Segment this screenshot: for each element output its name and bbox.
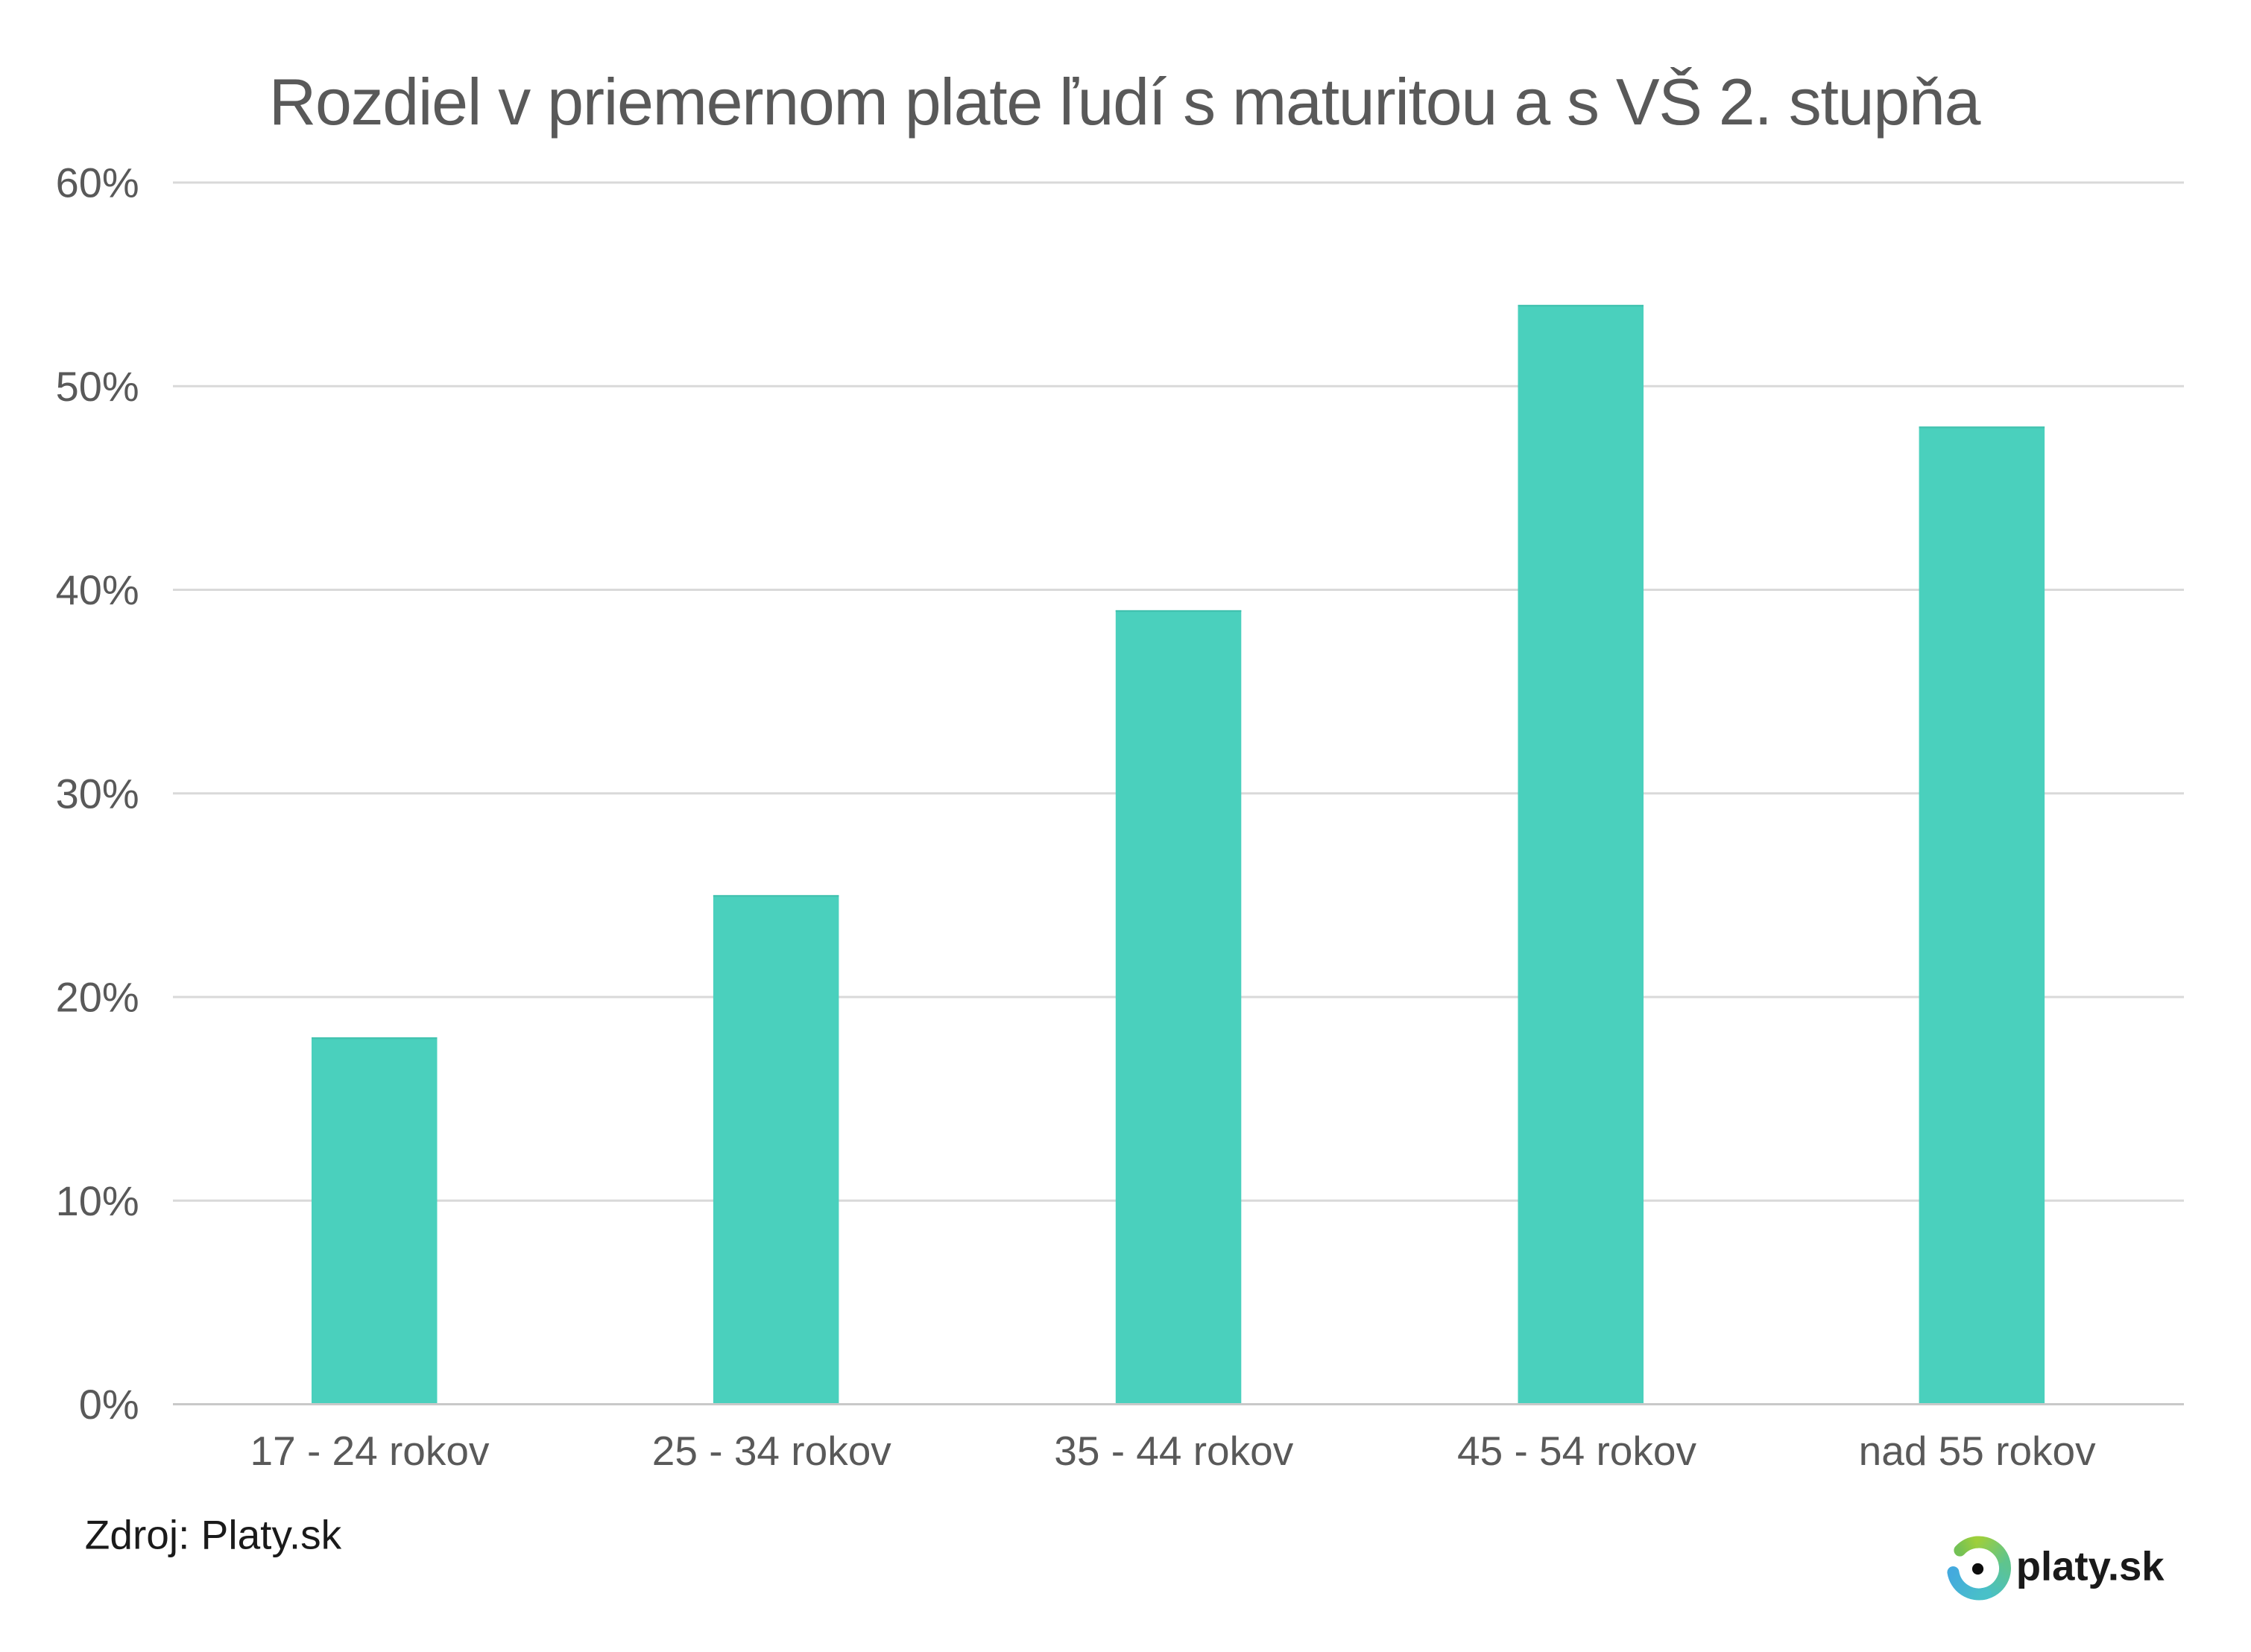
svg-text:Rozdiel v priemernom plate ľud: Rozdiel v priemernom plate ľudí s maturi… [269, 65, 1981, 139]
svg-text:10%: 10% [56, 1177, 139, 1224]
svg-text:25 - 34 rokov: 25 - 34 rokov [652, 1428, 892, 1474]
svg-text:35 - 44 rokov: 35 - 44 rokov [1054, 1428, 1294, 1474]
svg-text:40%: 40% [56, 566, 139, 613]
svg-text:45 - 54 rokov: 45 - 54 rokov [1457, 1428, 1697, 1474]
svg-text:Zdroj: Platy.sk: Zdroj: Platy.sk [85, 1512, 342, 1558]
svg-text:platy.sk: platy.sk [2016, 1543, 2165, 1589]
svg-text:0%: 0% [79, 1381, 139, 1428]
svg-text:20%: 20% [56, 974, 139, 1021]
svg-text:50%: 50% [56, 363, 139, 410]
svg-text:30%: 30% [56, 770, 139, 817]
svg-text:60%: 60% [56, 159, 139, 206]
svg-text:17 - 24 rokov: 17 - 24 rokov [250, 1428, 490, 1474]
svg-text:nad 55 rokov: nad 55 rokov [1859, 1428, 2096, 1474]
